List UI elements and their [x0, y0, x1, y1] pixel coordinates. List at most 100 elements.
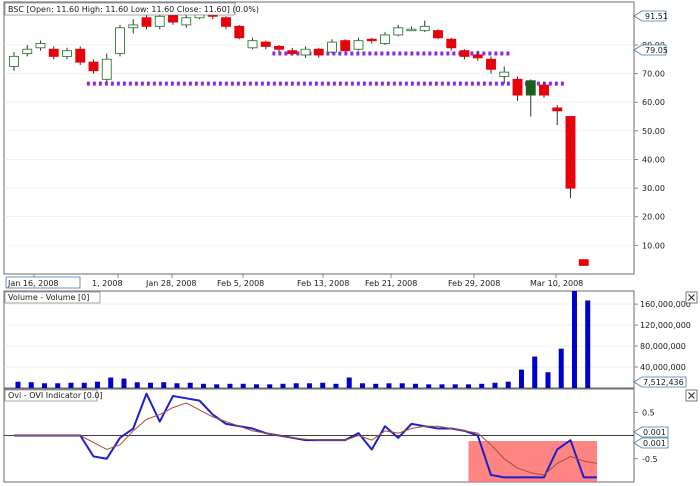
volume-bar: [28, 382, 34, 388]
candle-body: [393, 27, 404, 36]
date-cursor-box: [5, 276, 81, 289]
ovi-line: [14, 392, 597, 479]
price-y-tick-label: 70.00: [642, 70, 665, 79]
price-x-tick-label: Feb 29, 2008: [448, 279, 500, 288]
volume-bar: [558, 348, 564, 388]
volume-bar: [41, 383, 47, 388]
ovi-value-tag-2: [633, 437, 669, 449]
candle-body: [300, 48, 311, 56]
volume-bar: [147, 382, 153, 388]
candle-body: [525, 80, 536, 96]
price-y-tick-label: 30.00: [642, 184, 665, 193]
candle-body: [512, 78, 523, 96]
candle-body: [578, 259, 589, 266]
ovi-shaded-rect: [468, 441, 597, 482]
price-title: BSC [Open: 11.60 High: 11.60 Low: 11.60 …: [4, 2, 259, 16]
volume-grid: [4, 303, 634, 368]
candle-body: [539, 84, 549, 96]
volume-bar: [452, 384, 458, 388]
price-x-axis: Jan 16, 2008 1, 2008 Jan 28, 2008 Feb 5, 20…: [5, 274, 583, 289]
volume-y-tick-label: 120,000,000: [640, 321, 691, 330]
volume-bar: [518, 369, 524, 388]
close-icon[interactable]: [688, 294, 695, 301]
volume-bar: [174, 383, 180, 388]
volume-last-tag: [633, 376, 687, 388]
candle-body: [499, 71, 510, 77]
volume-bar: [121, 378, 127, 388]
price-plot-area: [3, 1, 635, 275]
price-title-box: [4, 2, 236, 16]
candle-body: [35, 43, 46, 49]
candle-body: [486, 58, 496, 70]
volume-bar: [280, 383, 286, 388]
candle-body: [419, 25, 430, 32]
candle-body: [141, 17, 152, 27]
price-x-tick-label: 1, 2008: [92, 279, 123, 288]
ovi-close-button[interactable]: [685, 389, 698, 402]
volume-bar: [320, 382, 326, 388]
volume-title-text: Volume - Volume [0]: [8, 293, 89, 302]
volume-close-button[interactable]: [685, 291, 698, 304]
volume-bar: [94, 381, 100, 388]
candle-body: [472, 54, 483, 59]
ovi-shaded-zone: [468, 441, 597, 482]
price-x-tick-label: Mar 10, 2008: [530, 279, 583, 288]
volume-bar: [15, 381, 21, 388]
price-x-tick-label: Feb 13, 2008: [297, 279, 349, 288]
volume-bar: [399, 383, 405, 388]
volume-bar: [386, 383, 392, 388]
candle-body: [247, 40, 258, 49]
candle-body: [565, 116, 576, 189]
candle-body: [168, 14, 178, 23]
volume-bar: [585, 300, 591, 388]
price-y-tick-label: 40.00: [642, 155, 665, 164]
volume-bar: [492, 382, 498, 388]
candle-body: [101, 58, 112, 80]
candle-body: [340, 40, 351, 52]
last-price-marker: 91.51: [633, 10, 668, 22]
candle-body: [327, 41, 337, 53]
volume-bar: [346, 377, 352, 388]
price-y-tick-label: 20.00: [642, 213, 665, 222]
volume-bar: [359, 383, 365, 388]
volume-bar: [426, 384, 432, 388]
candle-body: [366, 38, 377, 42]
volume-bar: [293, 383, 299, 388]
ovi-signal-line: [14, 402, 598, 476]
price-x-tick-label: Feb 21, 2008: [365, 279, 417, 288]
close-icon[interactable]: [688, 392, 695, 399]
volume-last-marker: 7,512,436: [633, 376, 687, 388]
volume-bar: [571, 291, 577, 388]
candle-body: [260, 41, 271, 47]
candle-body: [22, 48, 33, 54]
ovi-series: [14, 392, 598, 479]
volume-bar: [108, 377, 114, 388]
volume-bar: [479, 383, 485, 388]
ovi-title-box: [4, 389, 98, 402]
candle-body: [446, 38, 457, 49]
candle-body: [274, 45, 284, 50]
ovi-title-text: Ovi - OVI Indicator [0.0]: [8, 391, 103, 400]
price-title-text: BSC [Open: 11.60 High: 11.60 Low: 11.60 …: [8, 5, 259, 14]
volume-bar: [214, 384, 220, 388]
candle-body: [48, 48, 59, 57]
volume-last-label: 7,512,436: [643, 378, 684, 387]
volume-bar: [227, 383, 233, 388]
volume-y-tick-label: 80,000,000: [640, 342, 686, 351]
marker-price-tag: [633, 44, 667, 56]
volume-bar: [253, 384, 259, 388]
volume-bar: [465, 384, 471, 388]
ovi-value-marker-2: 0.001: [633, 437, 669, 449]
volume-bar: [439, 384, 445, 388]
candle-body: [221, 17, 231, 27]
candle-body: [181, 17, 192, 26]
volume-bar: [333, 383, 339, 388]
volume-bar: [505, 381, 511, 388]
volume-bar: [187, 382, 193, 388]
marker-price-label: 79.05: [645, 46, 668, 55]
ovi-value-tag-1: [633, 426, 669, 438]
volume-plot-area: [3, 290, 635, 389]
candle-body: [433, 30, 443, 39]
candle-body: [353, 40, 364, 50]
